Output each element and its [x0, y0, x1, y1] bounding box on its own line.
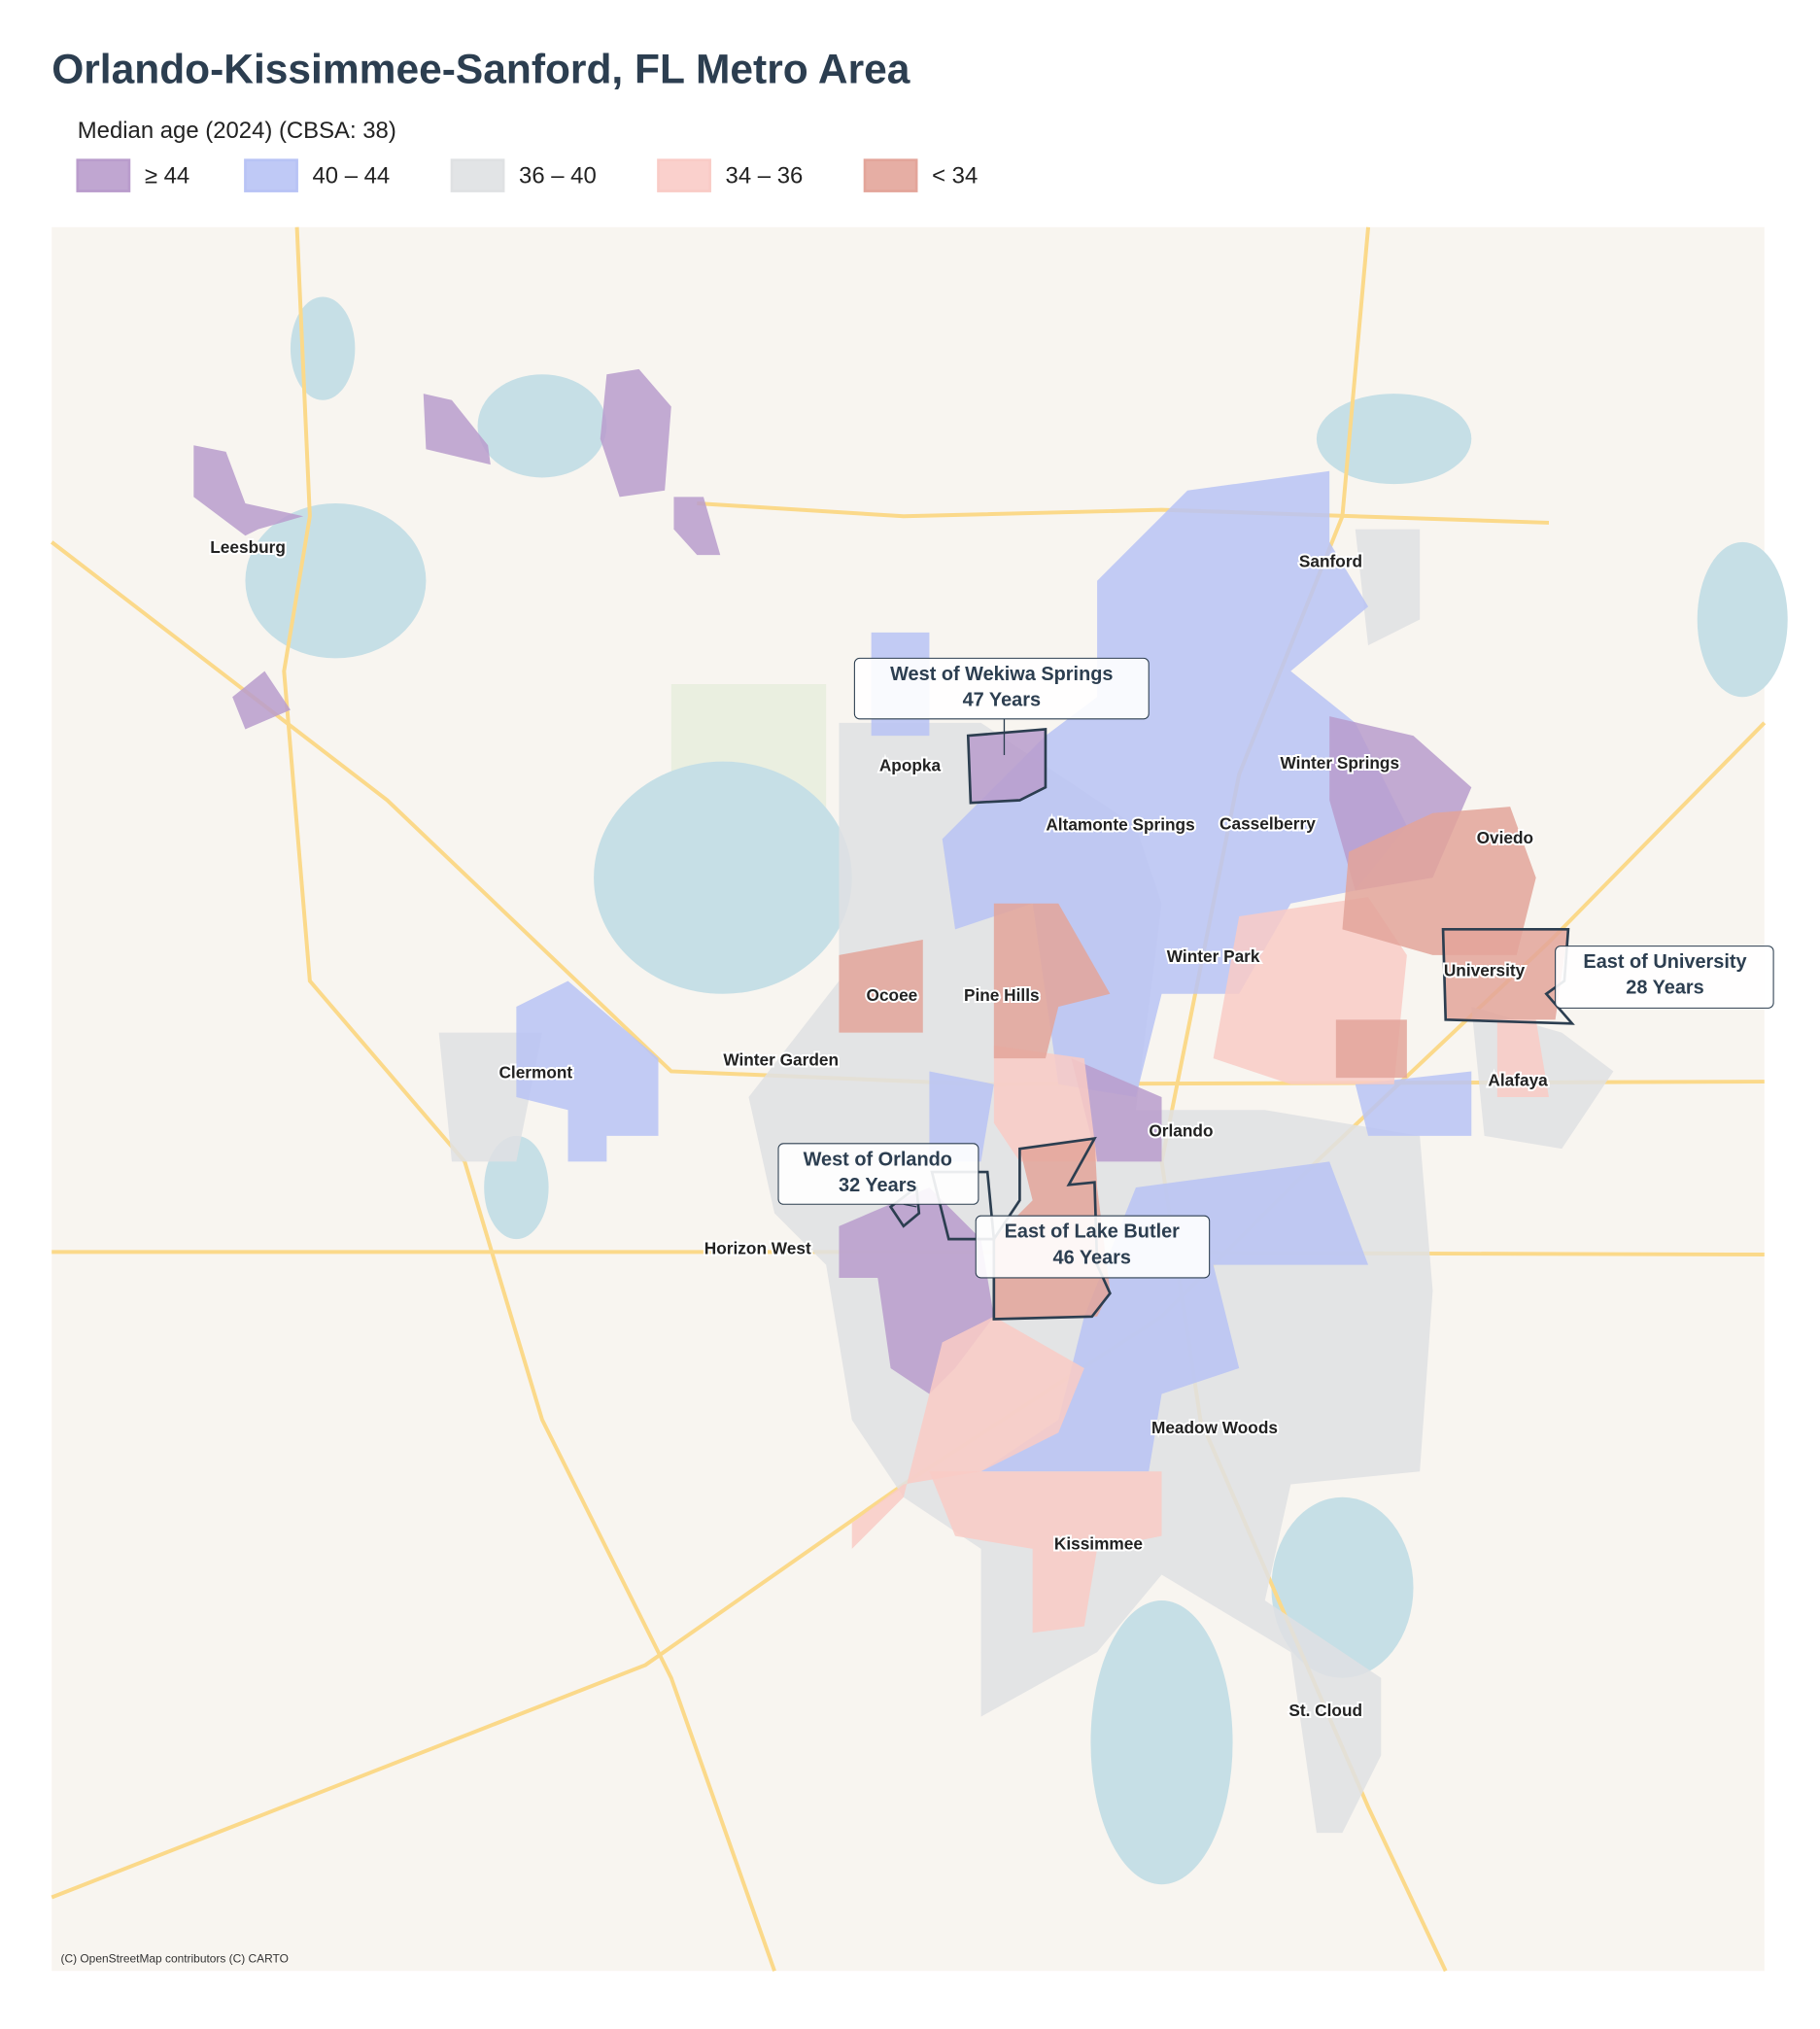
- legend-swatch: [863, 158, 918, 192]
- callout-name: East of Lake Butler: [1005, 1221, 1181, 1243]
- place-label: Leesburg: [210, 537, 286, 557]
- callout-value: 46 Years: [1053, 1247, 1131, 1268]
- place-label: Oviedo: [1477, 828, 1533, 847]
- lake: [1090, 1600, 1233, 1885]
- legend-swatch: [76, 158, 131, 192]
- tract-region: [600, 368, 671, 498]
- tract-region: [516, 980, 659, 1162]
- tract-region: [839, 939, 923, 1033]
- place-label: Kissimmee: [1054, 1533, 1143, 1553]
- tract-region: [929, 1471, 1162, 1634]
- highlight-outline: [1441, 928, 1575, 1025]
- lake: [1697, 541, 1788, 698]
- lake: [290, 296, 356, 400]
- place-labels: Leesburg Sanford Apopka Winter Springs A…: [208, 535, 1550, 1722]
- tract-region: [993, 903, 1111, 1059]
- place-label: Orlando: [1149, 1120, 1213, 1140]
- place-label: Altamonte Springs: [1046, 815, 1194, 835]
- place-label: University: [1444, 961, 1526, 980]
- tract-region: [423, 394, 491, 465]
- callout-name: East of University: [1583, 951, 1746, 973]
- tract-region: [1355, 1071, 1472, 1136]
- legend-item-label: < 34: [932, 162, 978, 189]
- callout-box: [777, 1143, 979, 1205]
- tract-region: [1496, 1019, 1549, 1098]
- callouts: West of Wekiwa Springs 47 Years East of …: [777, 657, 1774, 1279]
- lake: [484, 1135, 549, 1240]
- tract-region: [929, 1071, 994, 1162]
- lake: [245, 503, 427, 659]
- place-label: Alafaya: [1488, 1071, 1548, 1090]
- place-label: Sanford: [1299, 552, 1362, 571]
- place-label: Winter Springs: [1281, 753, 1400, 773]
- tract-region: [1355, 529, 1421, 646]
- legend-swatch: [244, 158, 298, 192]
- tract-region: [980, 1161, 1369, 1472]
- place-label: Horizon West: [704, 1238, 811, 1257]
- place-label: Meadow Woods: [1151, 1418, 1278, 1437]
- tract-region: [1335, 1019, 1407, 1079]
- callout-value: 47 Years: [963, 690, 1041, 711]
- place-label: Winter Park: [1167, 946, 1260, 966]
- legend-swatch: [657, 158, 711, 192]
- place-label: St. Cloud: [1288, 1701, 1362, 1720]
- place-label: Ocoee: [867, 985, 918, 1005]
- legend-item-label: 34 – 36: [726, 162, 804, 189]
- callout-box: [853, 657, 1150, 720]
- callout-value: 28 Years: [1626, 978, 1703, 999]
- tract-region: [968, 729, 1046, 804]
- legend-swatch: [450, 158, 505, 192]
- callout-name: West of Wekiwa Springs: [890, 664, 1113, 685]
- tract-region: [851, 1316, 1084, 1549]
- tract-region: [1071, 1058, 1162, 1162]
- legend-item-label: ≥ 44: [145, 162, 189, 189]
- place-label: Winter Garden: [723, 1049, 839, 1069]
- place-label: Apopka: [879, 756, 942, 775]
- callout-box: [975, 1215, 1211, 1279]
- tract-region: [232, 671, 291, 730]
- legend: ≥ 44 40 – 44 36 – 40 34 – 36 < 34: [76, 158, 978, 192]
- tract-region: [1443, 929, 1568, 1020]
- place-label: Casselberry: [1219, 813, 1316, 833]
- callout-value: 32 Years: [839, 1175, 916, 1196]
- legend-label: Median age (2024) (CBSA: 38): [78, 118, 396, 144]
- highlight-outline: [966, 728, 1047, 805]
- tract-region: [193, 445, 304, 536]
- callout-name: West of Orlando: [804, 1149, 952, 1170]
- tract-region: [993, 1045, 1098, 1162]
- road: [282, 226, 776, 1972]
- title: Orlando-Kissimmee-Sanford, FL Metro Area: [52, 48, 910, 93]
- tract-region: [1342, 807, 1536, 955]
- lake: [477, 374, 607, 478]
- place-label: Clermont: [498, 1063, 572, 1083]
- tract-region: [673, 497, 721, 556]
- lake: [594, 761, 852, 994]
- road: [697, 501, 1550, 525]
- legend-item-label: 40 – 44: [313, 162, 391, 189]
- lake: [1316, 394, 1472, 485]
- place-label: Pine Hills: [964, 985, 1040, 1005]
- callout-box: [1555, 946, 1774, 1009]
- legend-item-label: 36 – 40: [519, 162, 597, 189]
- attribution: (C) OpenStreetMap contributors (C) CARTO: [61, 1951, 289, 1965]
